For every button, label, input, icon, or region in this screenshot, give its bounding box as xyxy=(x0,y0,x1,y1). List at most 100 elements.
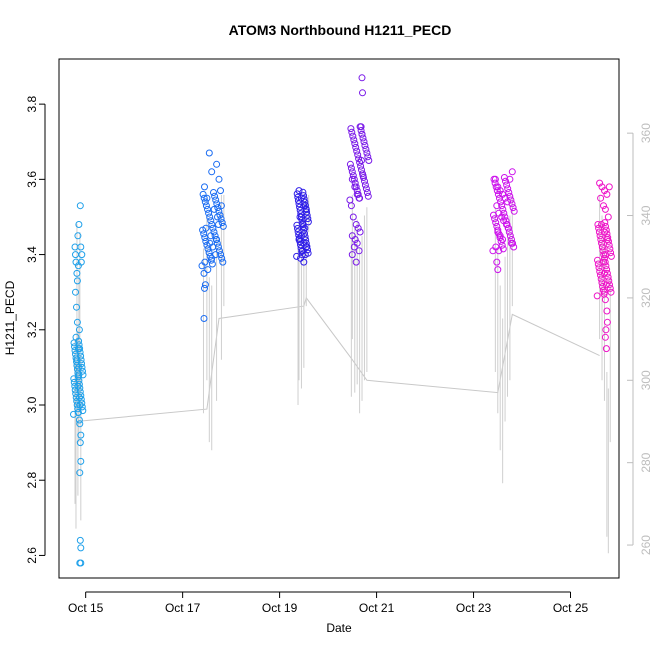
data-point xyxy=(74,369,82,377)
data-point xyxy=(508,200,516,208)
data-point xyxy=(606,284,614,292)
y-tick-label: 3.0 xyxy=(25,396,39,413)
data-point xyxy=(500,209,508,217)
data-point xyxy=(603,318,611,326)
data-point xyxy=(77,457,85,465)
data-point xyxy=(497,198,505,206)
data-point xyxy=(360,138,368,146)
data-point xyxy=(594,221,602,228)
data-point xyxy=(302,236,310,244)
data-point xyxy=(362,145,370,153)
data-point xyxy=(598,243,606,251)
data-point xyxy=(602,326,610,334)
data-point xyxy=(70,339,78,347)
data-point xyxy=(206,213,214,221)
data-point xyxy=(300,192,307,200)
data-point xyxy=(77,258,85,266)
data-point xyxy=(595,224,603,232)
data-point xyxy=(199,226,207,234)
right-tick-label: 260 xyxy=(639,535,650,555)
data-point xyxy=(352,183,360,191)
data-point xyxy=(72,354,80,362)
data-point xyxy=(602,222,609,230)
data-point xyxy=(304,246,311,254)
data-point xyxy=(75,221,83,228)
data-point xyxy=(75,326,83,334)
data-point xyxy=(72,390,80,398)
data-point xyxy=(203,194,211,202)
data-point xyxy=(496,194,503,202)
data-point xyxy=(73,303,80,311)
data-point xyxy=(296,206,304,214)
data-point xyxy=(605,183,613,191)
data-point xyxy=(355,247,363,255)
data-point xyxy=(498,202,506,210)
data-point xyxy=(77,544,85,552)
data-point xyxy=(205,209,213,217)
data-point xyxy=(494,266,502,274)
data-point xyxy=(76,420,84,428)
data-point xyxy=(214,243,222,251)
data-point xyxy=(200,315,208,322)
data-point xyxy=(212,236,220,243)
data-point xyxy=(510,207,518,215)
data-point xyxy=(70,410,77,418)
data-point xyxy=(74,409,82,416)
data-point xyxy=(502,177,509,185)
data-point xyxy=(359,170,366,178)
data-point xyxy=(599,286,607,294)
data-point xyxy=(71,382,79,390)
data-point xyxy=(601,258,609,266)
data-point xyxy=(490,175,498,183)
data-point xyxy=(212,196,220,204)
data-point xyxy=(198,262,206,270)
data-point xyxy=(355,194,363,202)
data-point xyxy=(351,179,359,187)
data-point xyxy=(502,217,510,225)
data-point xyxy=(73,269,81,277)
data-point xyxy=(508,236,515,243)
data-point xyxy=(505,228,513,236)
data-point xyxy=(300,226,308,234)
data-point xyxy=(607,252,615,260)
data-point xyxy=(301,201,309,209)
data-point xyxy=(298,216,306,224)
x-tick-label: Oct 23 xyxy=(456,601,492,615)
data-point xyxy=(600,290,608,298)
data-point xyxy=(349,213,357,221)
data-point xyxy=(356,228,364,236)
data-point xyxy=(70,375,78,383)
data-point xyxy=(596,179,604,187)
data-point xyxy=(493,258,501,266)
data-point xyxy=(365,157,373,164)
data-point xyxy=(606,245,614,253)
data-point xyxy=(304,218,312,226)
data-point xyxy=(604,213,612,221)
data-point xyxy=(503,221,511,228)
right-tick-label: 280 xyxy=(639,452,650,472)
data-point xyxy=(507,196,515,204)
data-point xyxy=(363,189,371,196)
data-point xyxy=(218,219,226,227)
data-point xyxy=(218,254,226,262)
data-point xyxy=(493,202,501,210)
data-point xyxy=(601,333,609,341)
data-point xyxy=(349,132,357,140)
data-point xyxy=(73,397,81,405)
data-point xyxy=(596,268,604,275)
data-point xyxy=(347,202,355,210)
data-point xyxy=(351,140,359,148)
secondary-trend-line xyxy=(75,296,600,422)
data-point xyxy=(211,232,219,240)
data-point xyxy=(348,251,356,259)
data-point xyxy=(294,197,302,204)
data-point xyxy=(602,226,610,234)
data-point xyxy=(605,241,613,249)
data-point xyxy=(217,202,225,210)
data-point xyxy=(353,187,361,195)
data-point xyxy=(601,296,609,304)
data-point xyxy=(601,219,609,227)
data-point xyxy=(73,365,81,373)
x-tick-label: Oct 25 xyxy=(553,601,589,615)
data-point xyxy=(72,394,80,401)
